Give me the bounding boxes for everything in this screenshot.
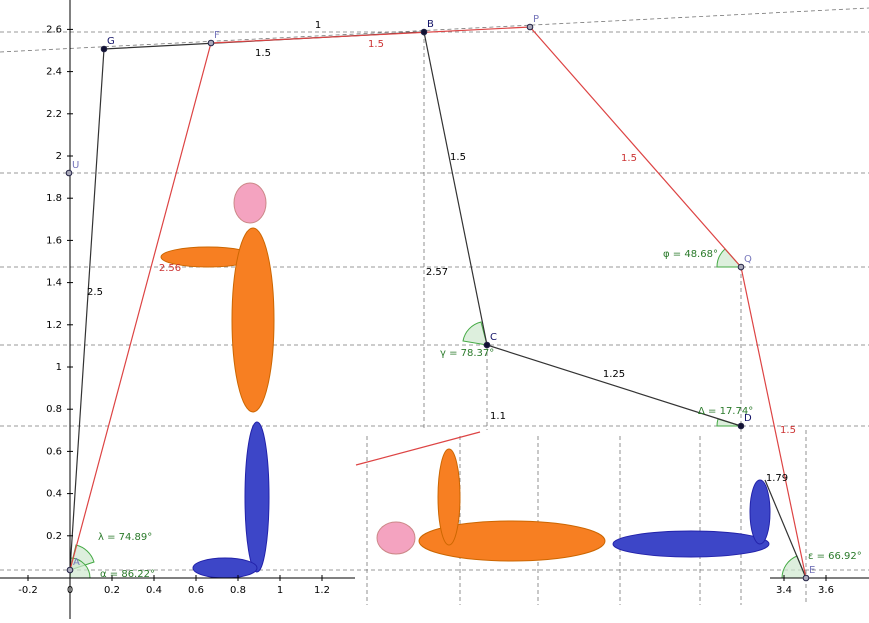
y-tick-label: 0.4 [46,489,62,500]
segment-label: 1.25 [603,369,625,380]
segment-label: 1.5 [780,425,796,436]
y-tick-label: 2.6 [46,24,62,35]
point [66,566,74,574]
y-tick-label: 2.4 [46,67,62,78]
point-label: F [214,30,220,41]
y-tick-label: 1.4 [46,278,62,289]
x-tick-label: 0.2 [104,585,120,596]
y-tick-label: 1.8 [46,193,62,204]
angle-label: ε = 66.92° [808,551,862,562]
segment-label: 1.5 [368,39,384,50]
angle-label: Δ = 17.74° [698,406,753,417]
x-tick-label: 1.2 [314,585,330,596]
y-tick-label: 0.8 [46,404,62,415]
segment-label: 1.79 [766,473,788,484]
segment-label: 1.5 [450,152,466,163]
point-label: D [744,413,752,424]
angle-label: λ = 74.89° [98,532,152,543]
x-tick-label: 3.4 [776,585,792,596]
y-tick-label: 1.2 [46,320,62,331]
y-tick-label: 0.2 [46,531,62,542]
point [737,422,745,430]
point-label: E [809,565,815,576]
y-tick-label: 0.6 [46,446,62,457]
point [526,23,534,31]
angle-label: φ = 48.68° [663,249,718,260]
point [483,341,491,349]
y-tick-label: 1 [56,362,62,373]
y-tick-label: 1.6 [46,235,62,246]
point [420,28,428,36]
point-label: U [72,160,79,171]
y-tick-label: 2 [56,151,62,162]
point [100,45,108,53]
segment-label: 1.1 [490,411,506,422]
x-tick-label: 3.6 [818,585,834,596]
y-tick-label: 2.2 [46,109,62,120]
point-label: A [73,557,80,568]
segment-label: 1.5 [255,48,271,59]
point-label: Q [744,254,752,265]
point [207,39,215,47]
x-tick-label: 0.8 [230,585,246,596]
segment-label: 1 [315,20,321,31]
dashed-guides [0,7,869,605]
x-tick-label: -0.2 [18,585,38,596]
segment-label: 2.56 [159,263,181,274]
point-label: G [107,36,115,47]
x-tick-label: 0.6 [188,585,204,596]
point-label: P [533,14,539,25]
x-tick-label: 0 [67,585,73,596]
angle-label: γ = 78.37° [440,348,494,359]
point [737,263,745,271]
angle-label: α = 86.22° [100,569,155,580]
angle-sectors [69,248,807,579]
segment-label: 2.5 [87,287,103,298]
point [65,169,73,177]
figures [160,182,771,579]
point-label: B [427,19,434,30]
x-tick-label: 1 [277,585,283,596]
segment-label: 2.57 [426,267,448,278]
segment-label: 1.5 [621,153,637,164]
point-label: C [490,332,497,343]
point [802,574,810,582]
x-tick-label: 0.4 [146,585,162,596]
